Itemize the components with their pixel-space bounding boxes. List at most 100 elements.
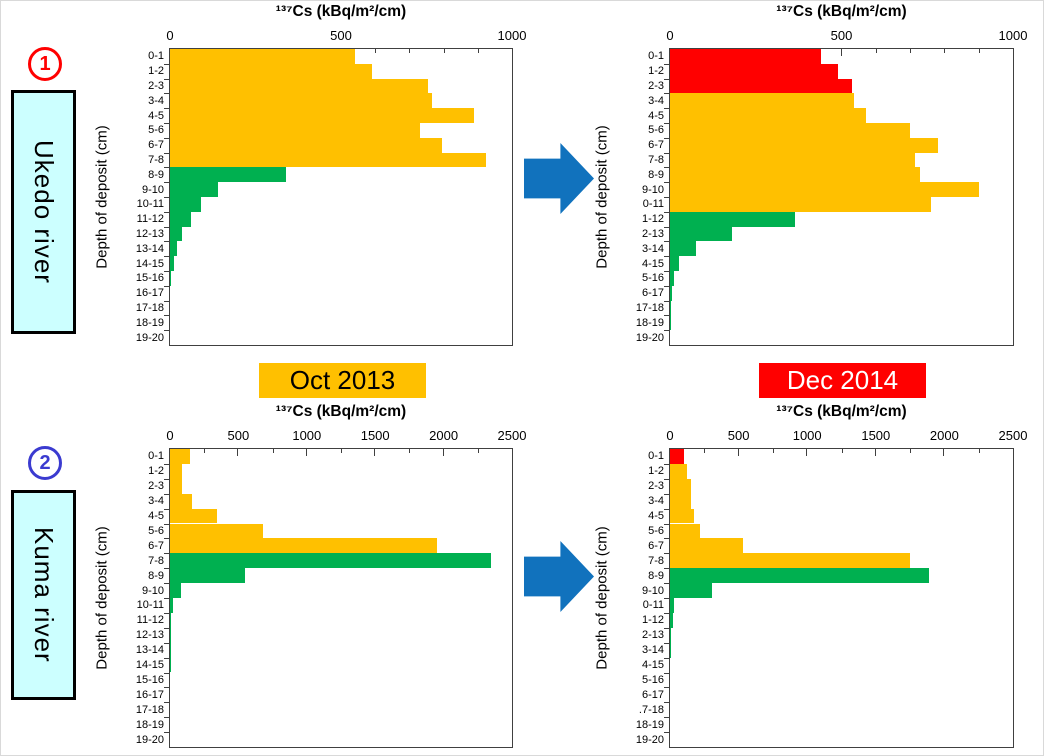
bar-8-9	[170, 568, 245, 584]
y-tick-mark	[164, 553, 170, 555]
y-tick-label: 8-9	[648, 168, 664, 181]
y-tick-mark	[164, 523, 170, 525]
bar-1-12	[670, 211, 796, 227]
bar-4-5	[170, 108, 475, 123]
bar-4-5	[170, 508, 218, 524]
x-minor-tick-mark	[910, 49, 912, 53]
y-tick-mark	[164, 493, 170, 495]
x-minor-tick-mark	[409, 49, 411, 53]
chart-title: ¹³⁷Cs (kBq/m²/cm)	[776, 403, 907, 420]
y-tick-mark	[664, 197, 670, 198]
chart-kuma-oct2013: ¹³⁷Cs (kBq/m²/cm) 0 500 1000 1500 2000 2500 0-1…	[94, 403, 526, 748]
x-tick-label: 0	[666, 28, 674, 43]
y-tick-mark	[164, 78, 170, 80]
y-tick-mark	[664, 732, 670, 734]
y-tick-mark	[164, 211, 170, 213]
bar-13-14	[170, 241, 177, 257]
section-2-number-badge: 2	[28, 446, 62, 480]
y-tick-mark	[664, 315, 670, 317]
y-tick-mark	[164, 241, 170, 243]
y-tick-label: 0-11	[642, 198, 664, 211]
y-tick-mark	[664, 538, 670, 540]
bar-8-9	[670, 167, 921, 183]
x-tick-label: 500	[727, 428, 750, 443]
y-tick-label: 14-15	[135, 659, 164, 672]
x-minor-tick-mark	[409, 449, 411, 453]
y-tick-mark	[664, 93, 670, 95]
chart-title: ¹³⁷Cs (kBq/m²/cm)	[776, 3, 907, 20]
bar-7-8	[170, 152, 487, 168]
bar-0-1	[170, 49, 355, 64]
chart-title: ¹³⁷Cs (kBq/m²/cm)	[275, 403, 407, 420]
bar-10-11	[170, 197, 201, 212]
y-tick-mark	[164, 702, 170, 704]
y-tick-label: 1-2	[648, 465, 664, 478]
y-tick-mark	[164, 657, 170, 659]
y-tick-label: 0-11	[642, 599, 664, 612]
y-tick-label: 19-20	[135, 733, 164, 746]
y-tick-label: 0-1	[648, 50, 664, 63]
x-tick-label: 1000	[792, 428, 822, 443]
bar-10-11	[170, 598, 173, 613]
y-tick-label: 15-16	[135, 272, 164, 285]
y-tick-mark	[664, 300, 670, 302]
y-tick-label: 6-7	[648, 539, 664, 552]
y-tick-label: 6-17	[641, 688, 664, 701]
x-tick-label: 1000	[497, 28, 527, 43]
y-tick-mark	[664, 211, 670, 213]
x-tick-label: 500	[330, 28, 352, 43]
y-tick-label: 19-20	[635, 331, 664, 344]
x-minor-tick-mark	[341, 449, 342, 453]
x-minor-tick-mark	[477, 449, 479, 453]
bar-2-3	[170, 78, 429, 94]
y-tick-mark	[664, 152, 670, 154]
chart-title: ¹³⁷Cs (kBq/m²/cm)	[275, 3, 407, 20]
x-tick-label: 0	[666, 428, 674, 443]
bar-6-7	[170, 137, 442, 153]
y-tick-label: 6-7	[648, 139, 664, 152]
y-axis-title: Depth of deposit (cm)	[593, 125, 611, 269]
y-tick-label: 7-8	[148, 554, 164, 567]
x-tick-mark	[943, 449, 945, 456]
bar-8-9	[170, 167, 287, 183]
y-tick-label: 9-10	[141, 183, 164, 196]
bar-5-16	[670, 271, 675, 286]
kuma-river-label-box: Kuma river	[11, 490, 76, 700]
bar-0-1	[170, 449, 190, 464]
bar-3-14	[670, 241, 696, 257]
y-tick-label: 14-15	[135, 257, 164, 270]
x-minor-tick-mark	[944, 49, 946, 53]
y-tick-label: 12-13	[135, 228, 164, 240]
y-tick-mark	[664, 508, 670, 510]
y-tick-mark	[664, 642, 670, 644]
y-tick-label: 13-14	[135, 242, 164, 255]
y-tick-label: 0-1	[148, 450, 164, 463]
bar-0-11	[670, 598, 675, 613]
x-minor-tick-mark	[875, 49, 877, 53]
y-tick-mark	[664, 657, 670, 659]
bar-4-15	[670, 256, 680, 271]
x-minor-tick-mark	[204, 449, 206, 453]
y-tick-mark	[164, 478, 170, 480]
y-tick-mark	[164, 256, 170, 258]
y-tick-mark	[664, 137, 670, 139]
y-tick-mark	[164, 612, 170, 614]
y-tick-mark	[664, 182, 670, 184]
x-tick-mark	[874, 449, 876, 456]
bar-12-13	[170, 627, 171, 643]
bar-2-3	[170, 478, 183, 494]
y-tick-mark	[164, 197, 170, 198]
legend-dec-2014-label: Dec 2014	[786, 365, 899, 395]
bar-15-16	[170, 271, 172, 286]
y-tick-mark	[164, 226, 170, 228]
y-axis-title: Depth of deposit (cm)	[593, 526, 611, 670]
y-tick-mark	[664, 523, 670, 525]
y-tick-label: 13-14	[135, 644, 164, 657]
y-tick-label: 4-15	[641, 257, 664, 270]
x-tick-label: 2000	[929, 428, 959, 443]
y-tick-label: 18-19	[635, 316, 664, 329]
x-minor-tick-mark	[772, 449, 774, 453]
y-tick-label: 2-13	[641, 228, 664, 240]
y-tick-label: 3-4	[148, 94, 164, 107]
